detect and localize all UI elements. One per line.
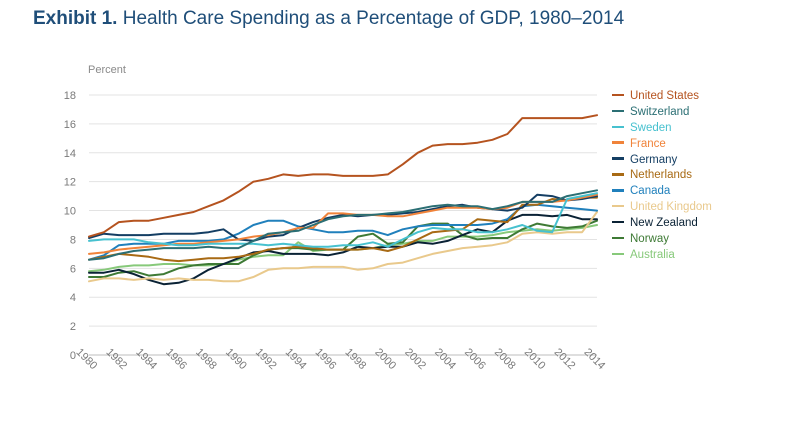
x-tick-label: 2014	[582, 346, 608, 372]
legend-label: Sweden	[630, 121, 672, 134]
chart-title: Exhibit 1. Health Care Spending as a Per…	[33, 8, 624, 30]
legend-label: Norway	[630, 233, 669, 246]
y-tick-label: 6	[70, 263, 76, 275]
legend-label: Switzerland	[630, 105, 690, 118]
legend-item: Netherlands	[612, 168, 712, 184]
chart-title-lead: Exhibit 1.	[33, 8, 118, 29]
y-tick-label: 14	[64, 148, 76, 160]
legend-label: Canada	[630, 185, 671, 198]
series-line	[88, 196, 598, 263]
legend-label: New Zealand	[630, 217, 698, 230]
x-tick-label: 2010	[522, 346, 548, 372]
chart-legend: United States Switzerland Sweden France Germ…	[612, 89, 712, 264]
series-line	[88, 211, 598, 283]
x-tick-label: 1988	[193, 346, 219, 372]
chart-title-text: Health Care Spending as a Percentage of …	[122, 8, 625, 29]
y-tick-label: 16	[64, 119, 76, 131]
x-tick-label: 1990	[223, 346, 249, 372]
legend-item: Germany	[612, 153, 712, 169]
x-tick-label: 2000	[372, 346, 398, 372]
y-tick-label: 10	[64, 206, 76, 218]
series-line	[88, 213, 598, 286]
legend-item: Australia	[612, 248, 712, 264]
x-tick-label: 2002	[402, 346, 428, 372]
legend-swatch	[612, 189, 624, 192]
legend-swatch	[612, 141, 624, 144]
legend-swatch	[612, 125, 624, 128]
x-tick-label: 1996	[313, 346, 339, 372]
x-tick-label: 2006	[462, 346, 488, 372]
series-line	[88, 192, 598, 248]
legend-swatch	[612, 204, 624, 208]
legend-item: Switzerland	[612, 105, 712, 121]
legend-item: Norway	[612, 232, 712, 248]
y-tick-label: 12	[64, 177, 76, 189]
legend-label: United States	[630, 90, 700, 102]
legend-item: United Kingdom	[612, 200, 712, 216]
x-tick-label: 1984	[133, 346, 159, 372]
x-tick-label: 1986	[163, 346, 189, 372]
series-line	[88, 193, 598, 242]
legend-swatch	[612, 93, 624, 97]
legend-label: United Kingdom	[630, 201, 712, 214]
legend-item: Canada	[612, 184, 712, 200]
legend-item: France	[612, 137, 712, 153]
legend-swatch	[612, 157, 624, 160]
legend-swatch	[612, 236, 624, 240]
legend-label: Australia	[630, 248, 675, 261]
x-tick-label: 2004	[432, 346, 458, 372]
legend-swatch	[612, 109, 624, 113]
series-line	[88, 114, 598, 238]
x-tick-label: 1994	[283, 346, 309, 372]
series-line	[88, 189, 598, 261]
legend-label: Germany	[630, 153, 678, 166]
y-tick-label: 8	[70, 234, 76, 246]
y-tick-label: 0	[70, 350, 76, 362]
legend-label: France	[630, 137, 666, 150]
legend-swatch	[612, 220, 624, 224]
x-tick-label: 1980	[74, 346, 100, 372]
legend-label: Netherlands	[630, 169, 693, 182]
legend-item: United States	[612, 89, 712, 105]
x-tick-label: 1982	[103, 346, 129, 372]
x-tick-label: 1992	[253, 346, 279, 372]
legend-swatch	[612, 252, 624, 256]
y-tick-label: 4	[70, 292, 76, 304]
y-tick-label: 18	[64, 90, 76, 102]
legend-item: New Zealand	[612, 216, 712, 232]
legend-item: Sweden	[612, 121, 712, 137]
x-tick-label: 1998	[343, 346, 369, 372]
y-tick-label: 2	[70, 321, 76, 333]
x-tick-label: 2008	[492, 346, 518, 372]
x-tick-label: 2012	[552, 346, 578, 372]
y-axis-title: Percent	[88, 64, 126, 76]
legend-swatch	[612, 173, 624, 176]
